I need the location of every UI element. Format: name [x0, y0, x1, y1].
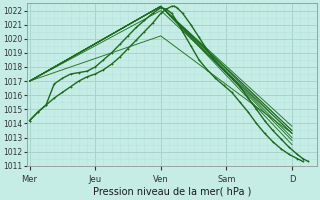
X-axis label: Pression niveau de la mer( hPa ): Pression niveau de la mer( hPa ) — [92, 187, 251, 197]
